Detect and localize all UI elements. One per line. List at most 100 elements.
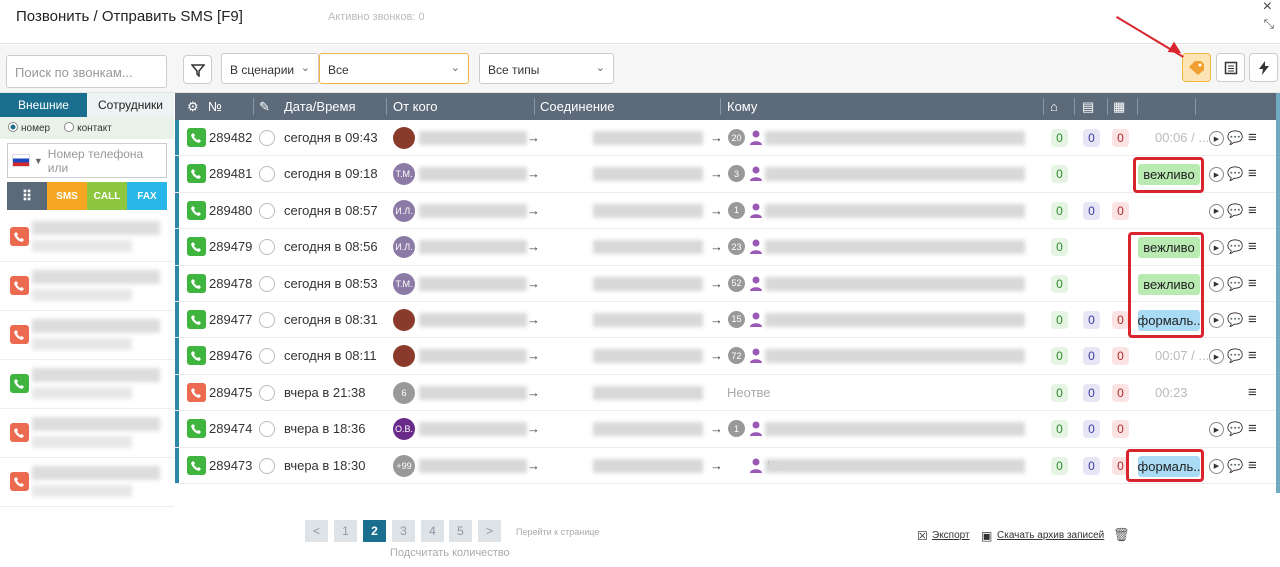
list-item[interactable] <box>0 262 174 311</box>
row-checkbox[interactable] <box>259 457 275 474</box>
radio-contact[interactable]: контакт <box>64 122 112 134</box>
page-5[interactable]: 5 <box>449 520 472 542</box>
avatar[interactable]: И.Л. <box>393 236 415 259</box>
comment-icon[interactable]: 💬 <box>1227 311 1244 327</box>
phone-input[interactable]: ▼ Номер телефона или <box>7 143 167 178</box>
comment-icon[interactable]: 💬 <box>1227 202 1244 218</box>
list-item[interactable] <box>0 409 174 458</box>
call-number[interactable]: 289476 <box>209 348 253 364</box>
table-row[interactable]: 289478 сегодня в 08:53 Т.М. → → 52 0 вежливо ▶ 💬 ≡ <box>175 265 1278 302</box>
tags-button[interactable] <box>1182 53 1211 82</box>
download-archive-link[interactable]: Скачать архив записей <box>997 530 1105 541</box>
play-icon[interactable]: ▶ <box>1209 203 1224 219</box>
avatar[interactable]: 6 <box>393 381 415 404</box>
sms-button[interactable]: SMS <box>47 182 87 210</box>
menu-icon[interactable]: ≡ <box>1248 420 1257 438</box>
play-icon[interactable]: ▶ <box>1209 422 1224 438</box>
house-icon[interactable]: ⌂ <box>1050 99 1058 114</box>
avatar[interactable]: +99 <box>393 454 415 477</box>
header-num[interactable]: № <box>208 99 222 114</box>
scrollbar[interactable] <box>1276 93 1280 493</box>
comment-icon[interactable]: 💬 <box>1227 239 1244 255</box>
next-page-button[interactable]: > <box>478 520 501 542</box>
row-checkbox[interactable] <box>259 275 275 292</box>
play-icon[interactable]: ▶ <box>1209 131 1224 146</box>
search-input[interactable]: Поиск по звонкам... <box>6 55 167 88</box>
row-checkbox[interactable] <box>259 311 275 328</box>
page-2[interactable]: 2 <box>363 520 386 542</box>
menu-icon[interactable]: ≡ <box>1248 201 1257 219</box>
header-connection[interactable]: Соединение <box>540 99 615 114</box>
call-number[interactable]: 289480 <box>209 202 253 218</box>
avatar[interactable]: Т.М. <box>393 163 415 186</box>
call-number[interactable]: 289482 <box>209 130 253 145</box>
trash-icon[interactable]: 🗑 <box>1113 527 1130 542</box>
row-checkbox[interactable] <box>259 202 275 219</box>
edit-icon[interactable]: ✎ <box>259 99 270 114</box>
avatar[interactable] <box>393 345 415 368</box>
tab-external[interactable]: Внешние <box>0 93 87 117</box>
all-select[interactable]: Все ⌄ <box>319 53 469 84</box>
row-checkbox[interactable] <box>259 239 275 256</box>
list-item[interactable] <box>0 360 174 409</box>
row-checkbox[interactable] <box>259 348 275 365</box>
play-icon[interactable]: ▶ <box>1209 458 1224 474</box>
tag-label[interactable]: формаль.. <box>1138 455 1200 477</box>
table-row[interactable]: 289479 сегодня в 08:56 И.Л. → → 23 0 вежливо ▶ 💬 ≡ <box>175 229 1278 266</box>
tag-label[interactable]: вежливо <box>1138 164 1200 186</box>
page-4[interactable]: 4 <box>421 520 444 542</box>
tag-label[interactable]: вежливо <box>1138 237 1200 259</box>
comment-icon[interactable]: 💬 <box>1227 421 1244 437</box>
row-checkbox[interactable] <box>259 130 275 146</box>
menu-icon[interactable]: ≡ <box>1248 238 1257 256</box>
play-icon[interactable]: ▶ <box>1209 349 1224 365</box>
calendar-icon[interactable]: ▦ <box>1113 99 1126 114</box>
call-number[interactable]: 289478 <box>209 275 253 291</box>
menu-icon[interactable]: ≡ <box>1248 310 1257 328</box>
avatar[interactable]: О.В. <box>393 418 415 441</box>
header-to[interactable]: Кому <box>727 99 758 114</box>
comment-icon[interactable]: 💬 <box>1227 130 1244 145</box>
fax-button[interactable]: FAX <box>127 182 167 210</box>
list-button[interactable] <box>1216 53 1245 82</box>
call-number[interactable]: 289481 <box>209 166 253 182</box>
lightning-button[interactable] <box>1249 53 1278 82</box>
call-number[interactable]: 289477 <box>209 311 253 327</box>
comment-icon[interactable]: 💬 <box>1227 275 1244 291</box>
menu-icon[interactable]: ≡ <box>1248 274 1257 292</box>
row-checkbox[interactable] <box>259 166 275 183</box>
page-3[interactable]: 3 <box>392 520 415 542</box>
prev-page-button[interactable]: < <box>305 520 328 542</box>
avatar[interactable] <box>393 308 415 331</box>
menu-icon[interactable]: ≡ <box>1248 129 1257 146</box>
table-row[interactable]: 289476 сегодня в 08:11 → → 72 0 0 0 00:07 / ... ▶… <box>175 338 1278 375</box>
menu-icon[interactable]: ≡ <box>1248 165 1257 183</box>
scenario-select[interactable]: В сценарии ⌄ <box>221 53 319 84</box>
play-icon[interactable]: ▶ <box>1209 312 1224 328</box>
avatar[interactable]: И.Л. <box>393 199 415 222</box>
table-row[interactable]: 289481 сегодня в 09:18 Т.М. → → 3 0 вежливо ▶ 💬 ≡ <box>175 156 1278 193</box>
tag-label[interactable]: вежливо <box>1138 273 1200 295</box>
settings-icon[interactable]: ⚙ <box>187 99 199 114</box>
table-row[interactable]: 289477 сегодня в 08:31 → → 15 0 0 0 формаль.. ▶ 💬 ≡ <box>175 301 1278 339</box>
types-select[interactable]: Все типы ⌄ <box>479 53 614 84</box>
call-number[interactable]: 289473 <box>209 457 253 473</box>
comment-icon[interactable]: 💬 <box>1227 348 1244 364</box>
row-checkbox[interactable] <box>259 384 275 401</box>
table-row[interactable]: 289480 сегодня в 08:57 И.Л. → → 1 0 0 0 ▶ 💬 ≡ <box>175 192 1278 230</box>
server-icon[interactable]: ▤ <box>1082 99 1095 114</box>
avatar[interactable]: Т.М. <box>393 272 415 295</box>
page-1[interactable]: 1 <box>334 520 357 542</box>
table-row[interactable]: 289482 сегодня в 09:43 → → 20 0 0 0 00:06 / ... ▶… <box>175 120 1278 157</box>
comment-icon[interactable]: 💬 <box>1227 457 1244 473</box>
export-link[interactable]: Экспорт <box>932 530 970 541</box>
play-icon[interactable]: ▶ <box>1209 167 1224 183</box>
count-link[interactable]: Подсчитать количество <box>390 547 510 559</box>
table-row[interactable]: 289474 вчера в 18:36 О.В. → → 1 0 0 0 ▶ 💬 ≡ <box>175 411 1278 448</box>
call-number[interactable]: 289475 <box>209 384 253 400</box>
list-item[interactable] <box>0 213 174 262</box>
menu-icon[interactable]: ≡ <box>1248 456 1257 474</box>
call-button[interactable]: CALL <box>87 182 127 210</box>
goto-page-label[interactable]: Перейти к странице <box>516 527 600 537</box>
